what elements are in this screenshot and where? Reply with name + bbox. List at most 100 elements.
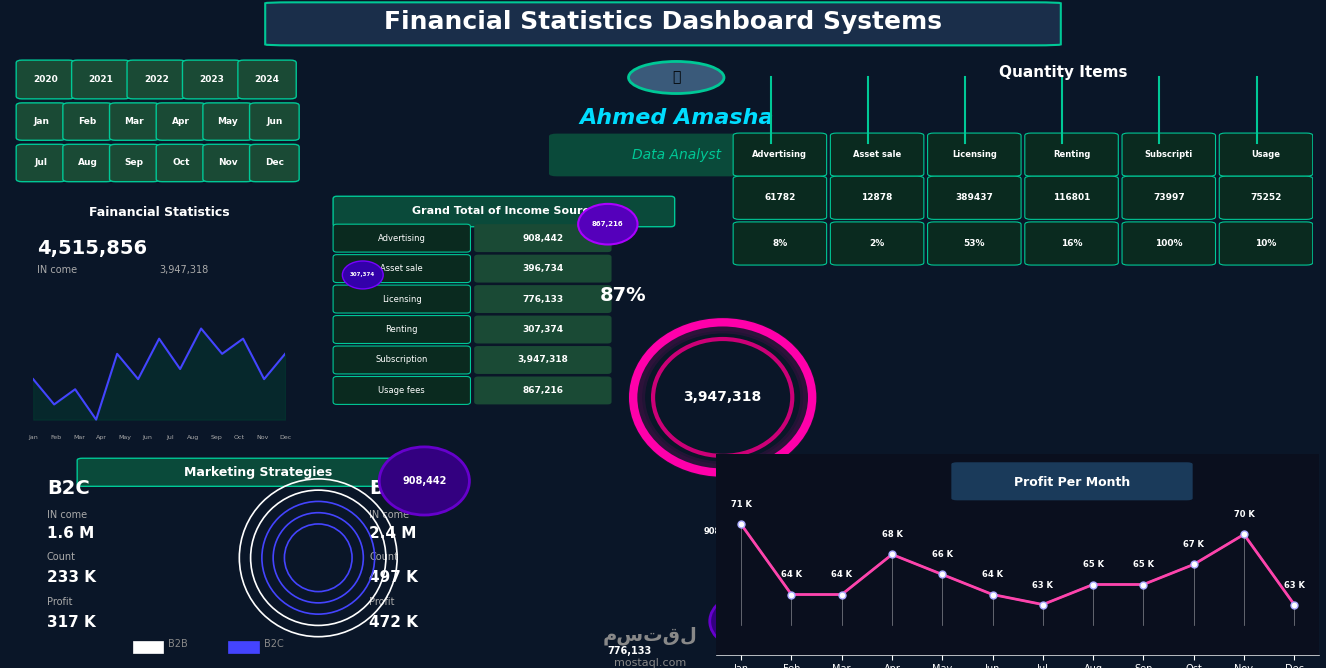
Text: 2021: 2021 <box>89 75 113 84</box>
Text: 64 K: 64 K <box>781 570 802 579</box>
Text: Jun: Jun <box>267 117 282 126</box>
FancyBboxPatch shape <box>830 133 924 176</box>
Text: 2%: 2% <box>870 239 884 248</box>
Text: 70 K: 70 K <box>1233 510 1254 520</box>
Text: 908,442: 908,442 <box>704 526 741 536</box>
Text: 8%: 8% <box>772 239 788 248</box>
FancyBboxPatch shape <box>127 60 186 99</box>
Text: IN come: IN come <box>46 510 88 520</box>
Text: B2B: B2B <box>370 480 412 498</box>
Circle shape <box>709 593 789 649</box>
FancyBboxPatch shape <box>183 60 241 99</box>
Text: 4,515,856: 4,515,856 <box>37 239 147 259</box>
Text: B2C: B2C <box>46 480 90 498</box>
FancyBboxPatch shape <box>333 285 471 313</box>
FancyBboxPatch shape <box>830 176 924 219</box>
Text: Apr: Apr <box>172 117 190 126</box>
Text: 61782: 61782 <box>764 193 796 202</box>
Text: Asset sale: Asset sale <box>853 150 902 159</box>
FancyBboxPatch shape <box>733 133 826 176</box>
Text: Count: Count <box>370 552 398 562</box>
Text: Marketing Strategies: Marketing Strategies <box>184 466 333 479</box>
Text: May: May <box>118 435 131 440</box>
Text: 396,734: 396,734 <box>727 617 772 626</box>
Text: Oct: Oct <box>233 435 245 440</box>
Text: 472 K: 472 K <box>370 615 419 629</box>
FancyBboxPatch shape <box>156 144 206 182</box>
Text: 307,374: 307,374 <box>522 325 564 334</box>
Text: 63 K: 63 K <box>1284 580 1305 589</box>
Text: Count: Count <box>46 552 76 562</box>
Text: 497 K: 497 K <box>370 570 418 585</box>
FancyBboxPatch shape <box>1122 222 1216 265</box>
FancyBboxPatch shape <box>1122 133 1216 176</box>
Text: 867,216: 867,216 <box>522 386 564 395</box>
Text: Ahmed Amasha: Ahmed Amasha <box>579 108 773 128</box>
Text: 3,947,318: 3,947,318 <box>683 391 762 404</box>
Text: Licensing: Licensing <box>382 295 422 303</box>
Text: 908,442: 908,442 <box>522 234 564 242</box>
FancyBboxPatch shape <box>733 222 826 265</box>
Text: Dec: Dec <box>278 435 292 440</box>
FancyBboxPatch shape <box>475 315 611 343</box>
Text: 867,216: 867,216 <box>591 221 623 227</box>
Text: Nov: Nov <box>217 158 237 168</box>
Text: Fainancial Statistics: Fainancial Statistics <box>89 206 229 219</box>
Text: Dec: Dec <box>265 158 284 168</box>
Text: 317 K: 317 K <box>46 615 95 629</box>
FancyBboxPatch shape <box>110 103 159 140</box>
Text: 65 K: 65 K <box>1082 560 1103 569</box>
FancyBboxPatch shape <box>1220 133 1313 176</box>
Circle shape <box>379 447 469 515</box>
Text: 2020: 2020 <box>33 75 58 84</box>
FancyBboxPatch shape <box>133 641 163 653</box>
Text: 776,133: 776,133 <box>522 295 564 303</box>
FancyBboxPatch shape <box>1025 133 1118 176</box>
Text: 10%: 10% <box>1256 239 1277 248</box>
FancyBboxPatch shape <box>1220 222 1313 265</box>
FancyBboxPatch shape <box>928 176 1021 219</box>
Text: Asset sale: Asset sale <box>381 264 423 273</box>
FancyBboxPatch shape <box>156 103 206 140</box>
Text: 53%: 53% <box>964 239 985 248</box>
Text: 2023: 2023 <box>199 75 224 84</box>
Text: 71 K: 71 K <box>731 500 752 509</box>
Text: IN come: IN come <box>37 265 77 275</box>
Text: مستقل: مستقل <box>602 627 697 645</box>
FancyBboxPatch shape <box>110 144 159 182</box>
Text: Nov: Nov <box>256 435 268 440</box>
Text: Oct: Oct <box>172 158 190 168</box>
Text: Licensing: Licensing <box>952 150 997 159</box>
FancyBboxPatch shape <box>1025 222 1118 265</box>
FancyBboxPatch shape <box>265 2 1061 45</box>
FancyBboxPatch shape <box>333 315 471 343</box>
Text: 2.4 M: 2.4 M <box>370 526 416 541</box>
Text: Subscription: Subscription <box>375 355 428 365</box>
FancyBboxPatch shape <box>16 60 74 99</box>
Text: Grand Total of Income Source: Grand Total of Income Source <box>411 206 597 216</box>
Text: Quantity Items: Quantity Items <box>1000 65 1127 79</box>
Circle shape <box>578 204 638 244</box>
Text: Feb: Feb <box>50 435 61 440</box>
Text: 66 K: 66 K <box>932 550 953 559</box>
Text: Profit: Profit <box>46 597 73 607</box>
FancyBboxPatch shape <box>1025 176 1118 219</box>
Text: Jul: Jul <box>34 158 48 168</box>
FancyBboxPatch shape <box>733 176 826 219</box>
FancyBboxPatch shape <box>228 641 259 653</box>
Text: 75252: 75252 <box>1250 193 1282 202</box>
FancyBboxPatch shape <box>475 224 611 252</box>
Text: Financial Statistics Dashboard Systems: Financial Statistics Dashboard Systems <box>385 11 941 35</box>
FancyBboxPatch shape <box>333 196 675 226</box>
Circle shape <box>629 61 724 94</box>
Text: May: May <box>217 117 239 126</box>
Text: Usage: Usage <box>1252 150 1281 159</box>
Text: Jan: Jan <box>28 435 38 440</box>
FancyBboxPatch shape <box>203 144 252 182</box>
Text: 68 K: 68 K <box>882 530 903 539</box>
Text: Renting: Renting <box>386 325 418 334</box>
Text: 16%: 16% <box>1061 239 1082 248</box>
FancyBboxPatch shape <box>549 134 804 176</box>
Text: 63 K: 63 K <box>1033 580 1053 589</box>
FancyBboxPatch shape <box>928 222 1021 265</box>
